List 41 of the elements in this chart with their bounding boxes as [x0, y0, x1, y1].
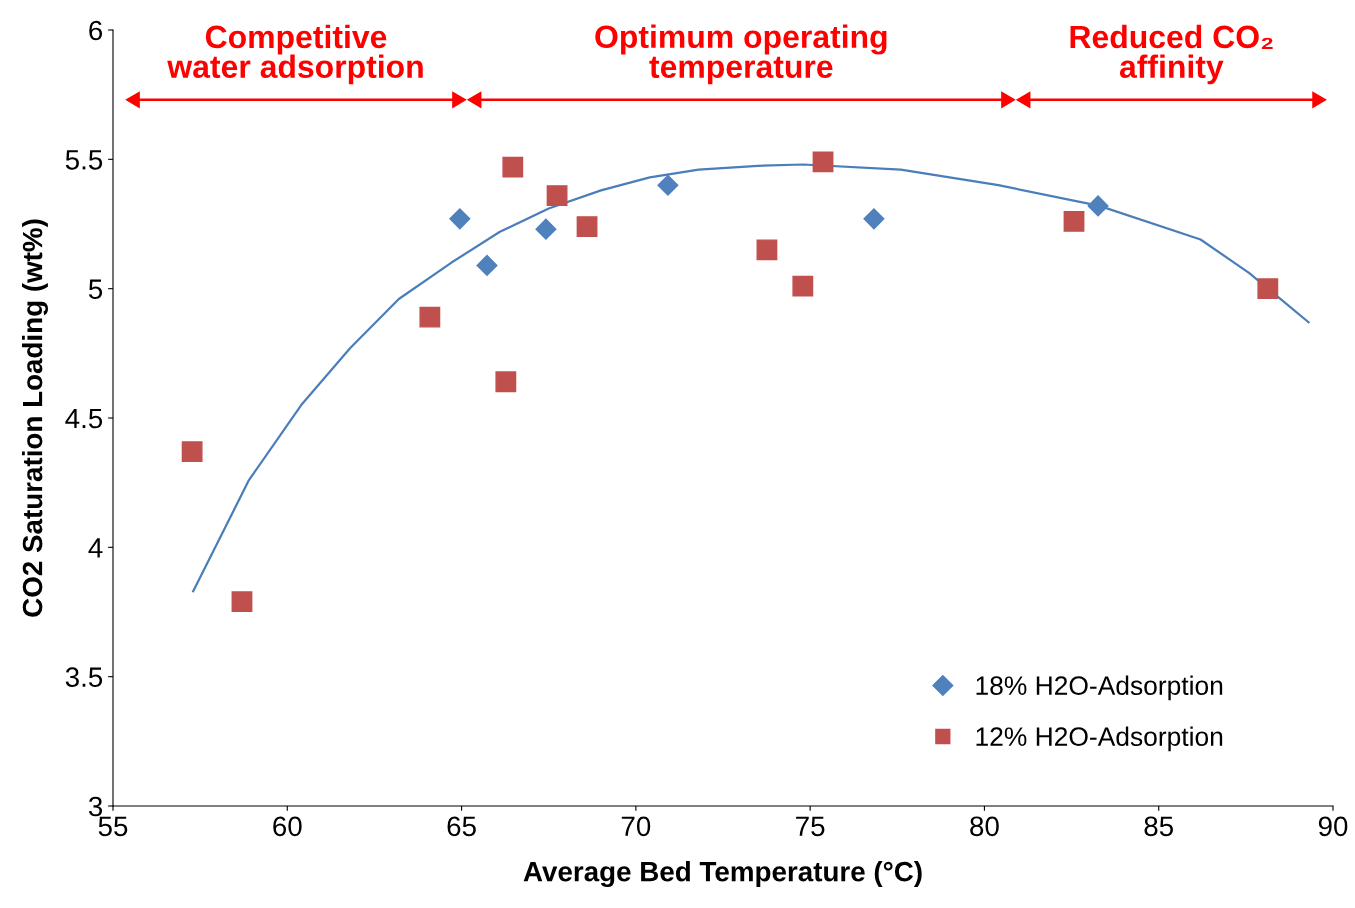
point: [546, 185, 568, 206]
point: [1087, 195, 1109, 217]
x-tick-label: 80: [970, 816, 999, 837]
point: [792, 275, 814, 297]
y-tick-label: 4.5: [65, 408, 103, 429]
x-tick-label: 75: [796, 816, 825, 837]
x-tick-label: 85: [1144, 816, 1173, 837]
point: [863, 208, 885, 230]
point: [419, 306, 441, 328]
y-tick-label: 3.5: [65, 667, 103, 688]
x-tick-label: 55: [98, 816, 128, 837]
x-tick-label: 90: [1318, 816, 1348, 837]
x-tick-label: 60: [273, 816, 302, 837]
line-series: [192, 163, 1310, 593]
point: [756, 239, 778, 261]
y-tick-label: 6: [89, 20, 103, 41]
point: [449, 208, 471, 230]
annotation: Competitive water adsorption: [167, 24, 423, 85]
y-tick-label: 4: [88, 538, 103, 558]
point: [502, 156, 524, 178]
legend-label: 12% H2O-Adsorption: [976, 726, 1223, 752]
x-axis-title: Average Bed Temperature (°C): [523, 861, 922, 888]
point: [181, 441, 203, 463]
point: [495, 371, 517, 393]
point: [1257, 278, 1279, 300]
x-tick-label: 70: [621, 816, 651, 837]
x-tick-label: 65: [447, 816, 476, 837]
point: [1063, 210, 1085, 232]
y-tick-label: 3: [88, 796, 103, 817]
point: [476, 254, 498, 276]
point: [657, 174, 679, 196]
point: [812, 151, 834, 173]
y-tick-label: 5.5: [65, 150, 103, 170]
annotation: Optimum operating temperature: [595, 24, 887, 85]
annotation: Reduced CO₂ affinity: [1070, 24, 1273, 85]
legend-label: 18% H2O-Adsorption: [976, 675, 1223, 701]
y-axis-title: CO2 Saturation Loading (wt%): [21, 219, 48, 617]
point: [535, 218, 557, 240]
y-tick-label: 5: [88, 279, 103, 300]
point: [231, 591, 253, 613]
point: [576, 216, 598, 238]
